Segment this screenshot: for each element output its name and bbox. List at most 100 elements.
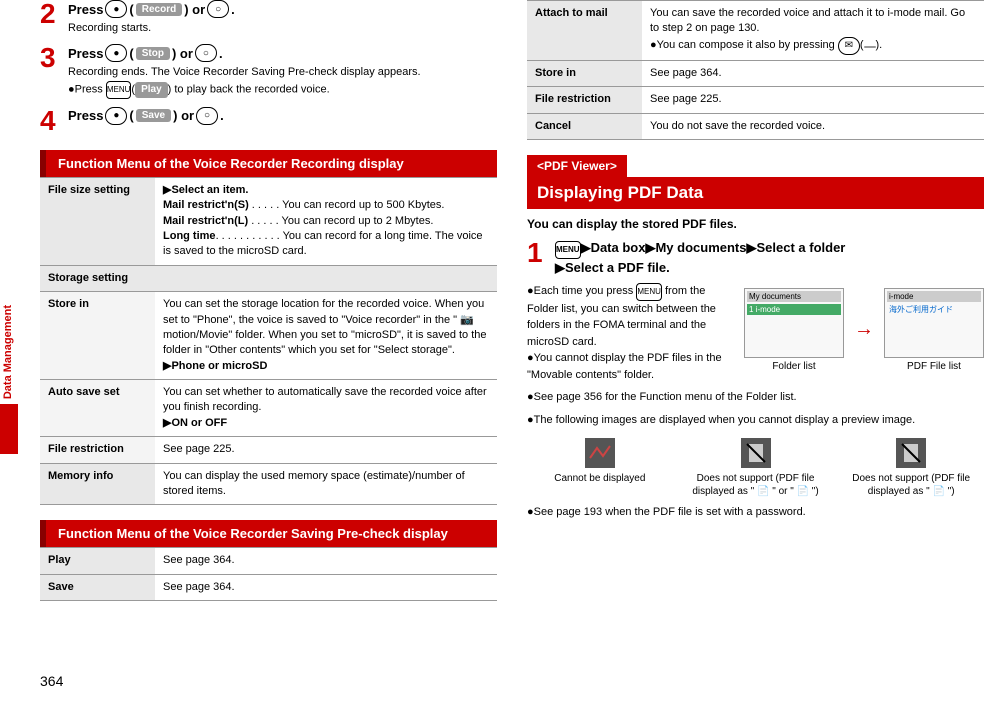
table-row: SaveSee page 364. [40,574,497,600]
side-tab: Data Management [0,300,18,480]
step-text: . [231,2,235,17]
row-content: You can save the recorded voice and atta… [642,1,984,61]
preview-not-support-2: Does not support (PDF file displayed as … [838,438,984,498]
step-text: Press [68,108,103,123]
arrow-icon: → [854,318,874,341]
pdf-notes-row: ●Each time you press MENU from the Folde… [527,277,984,384]
step-number: 3 [40,44,60,98]
side-tab-marker [0,404,18,454]
step-2: 2 Press ●(Record) or ○. Recording starts… [40,0,497,36]
save-button-label: Save [136,109,171,122]
ring-button-icon: ○ [207,0,229,18]
row-label: Cancel [527,113,642,139]
function-menu-precheck-header: Function Menu of the Voice Recorder Savi… [40,520,497,547]
step-text: . [220,108,224,123]
menu-button-icon: MENU [636,283,662,301]
play-button-label: Play [135,82,168,98]
row-content: See page 364. [155,548,497,574]
row-label: File restriction [527,87,642,113]
step-number: 1 [527,239,547,277]
pdf-file-list-screen: i-mode 海外ご利用ガイド [884,288,984,358]
row-content: See page 364. [155,574,497,600]
table-row: Storage setting [40,265,497,291]
row-label: Storage setting [40,265,497,291]
row-content: See page 364. [642,60,984,86]
mail-button-icon: ✉ [838,37,860,55]
table-row: File restrictionSee page 225. [527,87,984,113]
record-button-label: Record [136,3,182,16]
pdf-intro: You can display the stored PDF files. [527,217,984,231]
page-number: 364 [40,673,63,689]
row-label: Store in [527,60,642,86]
row-sublabel: File restriction [40,437,155,463]
step-description: Recording starts. [68,21,497,36]
step-text: ) or [173,108,194,123]
step-note: ●Press [68,83,106,95]
table-row: File restriction See page 225. [40,437,497,463]
center-button-icon: ● [105,107,127,125]
row-content: You can set the storage location for the… [155,292,497,380]
row-content: ▶Select an item. Mail restrict'n(S) . . … [155,177,497,265]
step-text: Press [68,2,103,17]
mail-button-label [864,46,876,48]
step-description: Recording ends. The Voice Recorder Savin… [68,65,497,80]
row-label: Play [40,548,155,574]
screen-caption: Folder list [744,361,844,372]
table-row: Attach to mail You can save the recorded… [527,1,984,61]
row-content: You do not save the recorded voice. [642,113,984,139]
side-tab-label: Data Management [0,300,16,404]
left-column: 2 Press ●(Record) or ○. Recording starts… [40,0,497,601]
ring-button-icon: ○ [196,107,218,125]
ring-button-icon: ○ [195,44,217,62]
table-row: Auto save set You can set whether to aut… [40,380,497,437]
row-sublabel: Store in [40,292,155,380]
step-note: ) to play back the recorded voice. [168,83,330,95]
cannot-display-icon [585,438,615,468]
pdf-step-1: 1 MENU▶Data box▶My documents▶Select a fo… [527,239,984,277]
row-content: You can set whether to automatically sav… [155,380,497,437]
row-label: Memory info [40,463,155,504]
row-label: Save [40,574,155,600]
step-text: . [219,46,223,61]
step-text: Press [68,46,103,61]
table-row: PlaySee page 364. [40,548,497,574]
step-text: ) or [172,46,193,61]
row-label: File size setting [40,177,155,265]
function-menu-recording-table: File size setting ▶Select an item. Mail … [40,177,497,505]
step-4: 4 Press ●(Save) or ○. [40,107,497,135]
preview-cannot-display: Cannot be displayed [527,438,673,498]
stop-button-label: Stop [136,47,170,60]
preview-icons-row: Cannot be displayed Does not support (PD… [527,438,984,498]
pdf-note: ●See page 193 when the PDF file is set w… [527,504,984,521]
step-3: 3 Press ●(Stop) or ○. Recording ends. Th… [40,44,497,98]
menu-button-icon: MENU [555,241,581,259]
step-text: ) or [184,2,205,17]
not-support-icon [741,438,771,468]
pdf-viewer-title: Displaying PDF Data [527,177,984,209]
folder-list-screen: My documents 1 i-mode [744,288,844,358]
table-row: Memory info You can display the used mem… [40,463,497,504]
pdf-note: ●See page 356 for the Function menu of t… [527,389,984,406]
pdf-viewer-tag: <PDF Viewer> [527,155,627,177]
preview-not-support-1: Does not support (PDF file displayed as … [683,438,829,498]
row-content: See page 225. [642,87,984,113]
right-top-table: Attach to mail You can save the recorded… [527,0,984,139]
function-menu-recording-header: Function Menu of the Voice Recorder Reco… [40,150,497,177]
function-menu-precheck-table: PlaySee page 364. SaveSee page 364. [40,547,497,600]
table-row: File size setting ▶Select an item. Mail … [40,177,497,265]
not-support-icon [896,438,926,468]
screen-caption: PDF File list [884,361,984,372]
row-content: You can display the used memory space (e… [155,463,497,504]
row-sublabel: Auto save set [40,380,155,437]
table-row: Store inSee page 364. [527,60,984,86]
table-row: CancelYou do not save the recorded voice… [527,113,984,139]
row-content: See page 225. [155,437,497,463]
right-column: Attach to mail You can save the recorded… [527,0,984,601]
step-number: 2 [40,0,60,36]
table-row: Store in You can set the storage locatio… [40,292,497,380]
step-number: 4 [40,107,60,135]
menu-button-icon: MENU [106,81,132,99]
pdf-note: ●You cannot display the PDF files in the… [527,350,734,383]
pdf-viewer-section: <PDF Viewer> Displaying PDF Data You can… [527,155,984,521]
row-label: Attach to mail [527,1,642,61]
